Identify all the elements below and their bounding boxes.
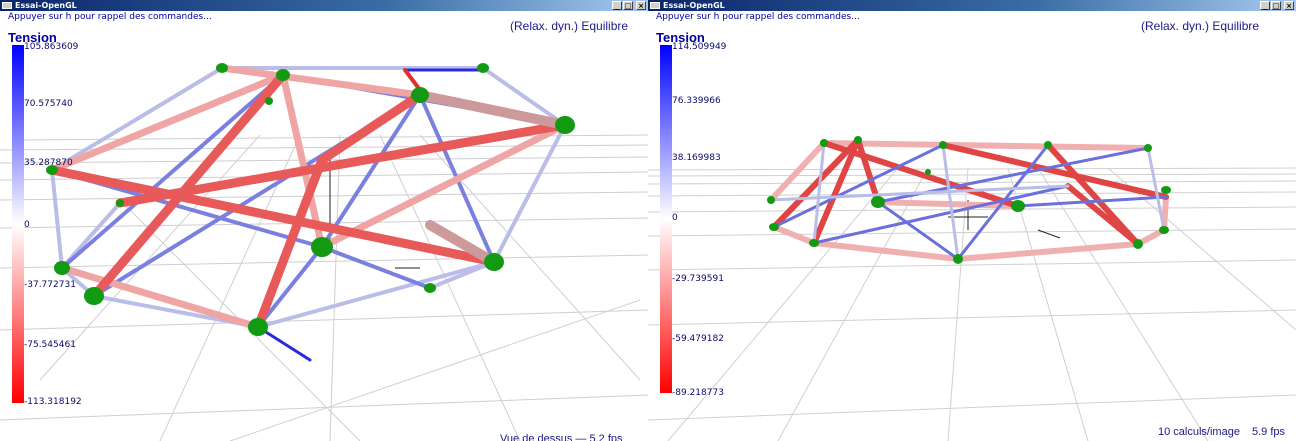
simulation-mode: (Relax. dyn.) Equilibre [510,19,629,33]
tension-colorbar [660,45,672,393]
calc-rate: 10 calculs/image [1158,426,1240,438]
legend-tick: 114.509949 [672,42,727,52]
simulation-mode: (Relax. dyn.) Equilibre [1141,19,1260,33]
nodes [767,136,1171,264]
legend-title: Tension [656,30,705,45]
truss-structure [768,137,1169,262]
legend-tick: -29.739591 [672,274,724,284]
close-button[interactable]: × [1284,1,1294,10]
opengl-window-left[interactable]: Essai-OpenGL _ □ × Appuyer sur h pour ra… [0,0,648,441]
window-title: Essai-OpenGL [663,1,725,10]
bottom-status: Vue de dessus — 5.2 fps [500,433,623,441]
help-hint: Appuyer sur h pour rappel des commandes.… [656,12,860,22]
3d-viewport-left[interactable] [0,0,648,441]
window-icon [2,2,12,9]
window-title: Essai-OpenGL [15,1,77,10]
title-bar-left[interactable]: Essai-OpenGL _ □ × [0,0,648,11]
minimize-button[interactable]: _ [612,1,622,10]
legend-tick: 35.287870 [24,158,73,168]
3d-viewport-right[interactable] [648,0,1296,441]
close-button[interactable]: × [636,1,646,10]
fps-counter: 5.9 fps [1252,426,1286,438]
help-hint: Appuyer sur h pour rappel des commandes.… [8,12,212,22]
legend-title: Tension [8,30,57,45]
minimize-button[interactable]: _ [1260,1,1270,10]
maximize-button[interactable]: □ [1271,1,1281,10]
legend-tick: 105.863609 [24,42,79,52]
legend-tick: -37.772731 [24,280,76,290]
legend-tick: -113.318192 [24,397,82,407]
window-icon [650,2,660,9]
legend-tick: -75.545461 [24,340,76,350]
legend-tick: -59.479182 [672,334,724,344]
legend-tick: -89.218773 [672,388,724,398]
legend-tick: 70.575740 [24,99,73,109]
nodes [46,63,575,336]
legend-tick: 38.169983 [672,153,721,163]
maximize-button[interactable]: □ [623,1,633,10]
truss-structure [47,64,570,362]
legend-tick: 0 [672,213,678,223]
legend-tick: 76.339966 [672,96,721,106]
opengl-window-right[interactable]: Essai-OpenGL _ □ × Appuyer sur h pour ra… [648,0,1296,441]
title-bar-right[interactable]: Essai-OpenGL _ □ × [648,0,1296,11]
ground-grid [648,167,1296,441]
tension-colorbar [12,45,24,403]
legend-tick: 0 [24,220,30,230]
